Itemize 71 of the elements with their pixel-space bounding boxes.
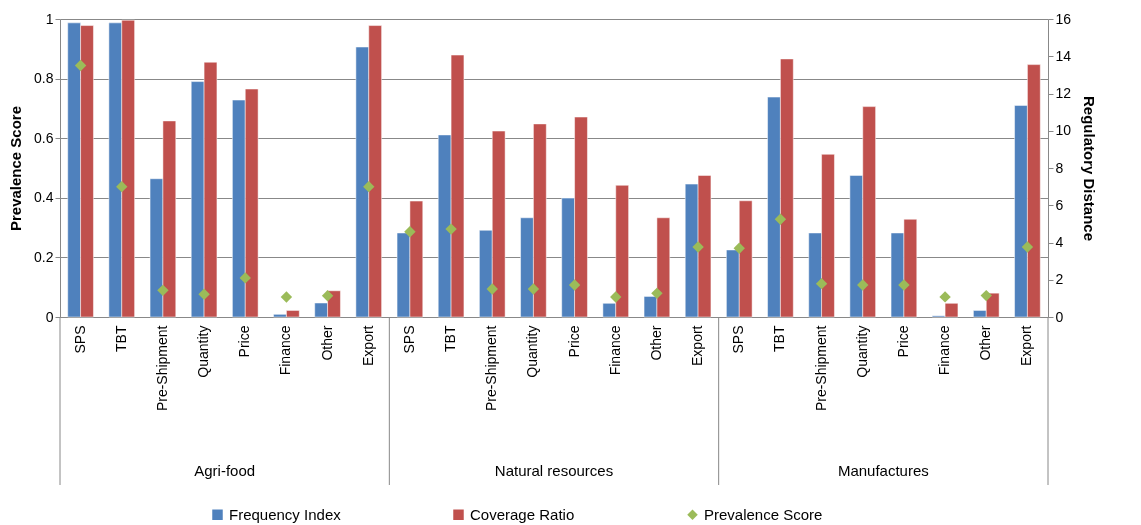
- point: [733, 242, 745, 254]
- point: [74, 59, 87, 72]
- point: [280, 291, 293, 303]
- x-tick-label: Quantity: [524, 325, 541, 378]
- legend-label: Prevalence Score: [704, 505, 823, 523]
- y2-tick-label: 16: [1055, 10, 1072, 27]
- x-tick-label: SPS: [71, 325, 88, 354]
- x-tick-label: Finance: [606, 325, 623, 376]
- x-tick-label: Pre-Shipment: [153, 325, 170, 412]
- x-tick-label: Quantity: [195, 325, 212, 378]
- x-tick-label: Price: [565, 325, 582, 358]
- y2-axis-title: Regulatory Distance: [1081, 95, 1099, 242]
- y2-tick-label: 10: [1055, 122, 1072, 139]
- x-tick-label: Price: [236, 325, 253, 358]
- y2-tick-label: 8: [1055, 159, 1064, 176]
- point: [198, 288, 210, 300]
- point: [445, 223, 457, 235]
- point: [363, 180, 375, 193]
- point: [692, 241, 704, 253]
- point: [774, 213, 787, 225]
- point: [610, 291, 622, 303]
- x-tick-label: Export: [1018, 325, 1035, 366]
- x-tick-label: TBT: [112, 325, 129, 352]
- x-tick-label: Other: [977, 325, 994, 361]
- point: [239, 272, 251, 284]
- text: Natural resources: [494, 462, 614, 479]
- x-tick-label: Export: [689, 325, 706, 366]
- point: [815, 277, 828, 290]
- y-axis-title: Prevalence Score: [7, 105, 25, 232]
- point: [157, 284, 169, 297]
- x-tick-label: TBT: [442, 325, 459, 352]
- point: [568, 279, 581, 291]
- legend-label: Coverage Ratio: [470, 505, 575, 523]
- y2-tick-label: 14: [1055, 47, 1072, 64]
- text: Manufactures: [837, 462, 929, 479]
- y2-tick-label: 4: [1055, 234, 1064, 250]
- point: [857, 279, 869, 291]
- text: Agri-food: [194, 462, 256, 479]
- x-tick-label: Price: [894, 325, 911, 358]
- point: [1021, 241, 1034, 253]
- point: [486, 283, 498, 295]
- y-tick-label: 0.6: [34, 129, 54, 146]
- y2-tick-label: 2: [1055, 271, 1064, 288]
- point: [651, 287, 663, 300]
- x-tick-label: Pre-Shipment: [812, 325, 829, 412]
- x-tick-label: Finance: [936, 325, 953, 376]
- point: [898, 279, 910, 291]
- y-tick-label: 1: [45, 10, 54, 27]
- x-tick-label: TBT: [771, 325, 788, 352]
- y2-tick-label: 12: [1055, 85, 1072, 101]
- x-tick-label: SPS: [400, 325, 417, 354]
- x-tick-label: Quantity: [853, 325, 870, 378]
- x-tick-label: Finance: [277, 325, 294, 376]
- x-tick-label: Pre-Shipment: [483, 325, 500, 412]
- x-tick-label: Other: [647, 325, 664, 361]
- point: [321, 290, 334, 302]
- x-tick-label: Export: [359, 325, 376, 366]
- y2-tick-label: 0: [1055, 308, 1064, 325]
- point: [939, 291, 951, 303]
- x-tick-label: SPS: [730, 325, 747, 354]
- x-tick-label: Other: [318, 325, 335, 361]
- point: [404, 226, 416, 238]
- point: [527, 283, 540, 295]
- y-tick-label: 0.2: [34, 248, 54, 265]
- y-tick-label: 0.8: [34, 70, 54, 87]
- legend-label: Frequency Index: [229, 505, 342, 523]
- point: [980, 289, 992, 302]
- y2-tick-label: 6: [1055, 196, 1064, 213]
- y-tick-label: 0.4: [34, 189, 54, 206]
- y-tick-label: 0: [45, 308, 54, 325]
- point: [116, 180, 128, 193]
